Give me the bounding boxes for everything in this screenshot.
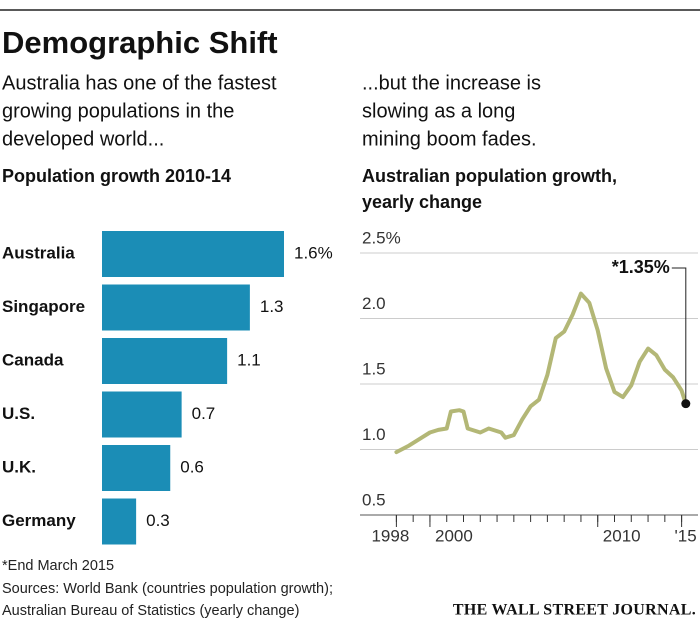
- bar: [102, 284, 250, 331]
- x-tick-label: 2000: [435, 526, 473, 545]
- y-tick-label: 0.5: [362, 490, 386, 509]
- value-label: 0.6: [180, 457, 204, 476]
- source: Australian Bureau of Statistics (yearly …: [2, 603, 299, 619]
- x-tick-label: 1998: [371, 526, 409, 545]
- annotation: *1.35%: [612, 257, 670, 277]
- subtitle: developed world...: [2, 128, 164, 150]
- bar: [102, 338, 228, 384]
- value-label: 0.7: [192, 404, 216, 423]
- subtitle: Australia has one of the fastest: [2, 72, 277, 94]
- bar: [102, 445, 171, 491]
- category-label: Canada: [2, 350, 64, 369]
- category-label: U.K.: [2, 457, 36, 476]
- value-label: 1.6%: [294, 243, 333, 262]
- chart-title: Australian population growth,: [362, 166, 617, 186]
- publisher: THE WALL STREET JOURNAL.: [453, 602, 696, 619]
- headline: Demographic Shift: [2, 25, 278, 60]
- subtitle: ...but the increase is: [362, 72, 541, 94]
- category-label: U.S.: [2, 404, 35, 423]
- footnote: *End March 2015: [2, 558, 114, 574]
- subtitle: slowing as a long: [362, 100, 515, 122]
- source: Sources: World Bank (countries populatio…: [2, 581, 333, 597]
- x-tick-label: '15: [675, 526, 697, 545]
- bar: [102, 231, 284, 277]
- category-label: Germany: [2, 511, 76, 530]
- subtitle: mining boom fades.: [362, 128, 537, 150]
- category-label: Singapore: [2, 297, 85, 316]
- bar: [102, 391, 182, 438]
- value-label: 1.3: [260, 297, 284, 316]
- category-label: Australia: [2, 243, 75, 262]
- chart-title: yearly change: [362, 192, 482, 212]
- bar: [102, 498, 137, 545]
- chart-title: Population growth 2010-14: [2, 166, 231, 186]
- end-point: [681, 399, 691, 409]
- value-label: 1.1: [237, 350, 261, 369]
- y-tick-label: 2.5%: [362, 228, 401, 247]
- x-tick-label: 2010: [603, 526, 641, 545]
- line: [394, 291, 688, 455]
- leader-line: [671, 267, 687, 404]
- subtitle: growing populations in the: [2, 100, 234, 122]
- y-tick-label: 1.5: [362, 359, 386, 378]
- y-tick-label: 1.0: [362, 425, 386, 444]
- y-tick-label: 2.0: [362, 294, 386, 313]
- value-label: 0.3: [146, 511, 170, 530]
